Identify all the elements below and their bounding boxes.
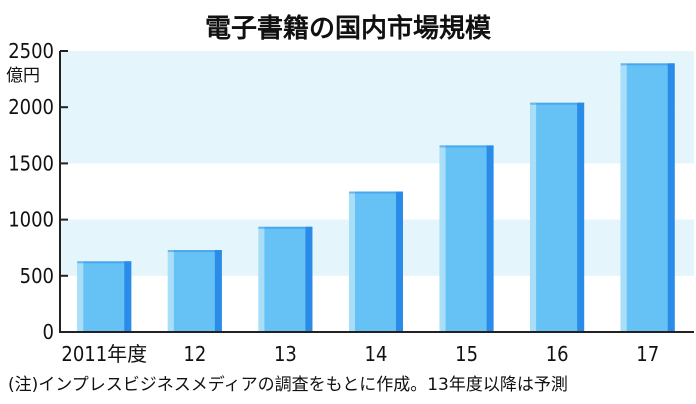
bar-shade (214, 250, 222, 332)
bar-1: 12 (167, 250, 222, 366)
bar-highlight (77, 261, 84, 332)
bar-highlight (530, 102, 537, 332)
bars: 2011年度 12 13 14 15 16 17 (61, 63, 675, 366)
x-tick-label: 13 (274, 342, 297, 366)
bar-top-edge (620, 63, 675, 66)
y-axis-unit-label: 億円 (6, 66, 40, 86)
bar-body (620, 63, 675, 332)
y-tick-label: 1000 (8, 208, 54, 232)
y-tick-label: 500 (20, 264, 54, 288)
bar-body (77, 261, 132, 332)
bar-top-edge (349, 191, 403, 194)
bar-5: 16 (530, 102, 585, 366)
bar-body (530, 102, 585, 332)
bar-top-edge (167, 250, 222, 253)
bar-6: 17 (620, 63, 675, 366)
y-tick-label: 0 (43, 320, 54, 344)
bar-shade (577, 102, 585, 332)
bar-highlight (620, 63, 627, 332)
y-tick-label: 1500 (8, 151, 54, 175)
bar-body (167, 250, 222, 332)
grid-band (60, 51, 694, 108)
chart-title: 電子書籍の国内市場規模 (205, 13, 492, 44)
bar-4: 15 (439, 145, 494, 366)
bar-highlight (439, 145, 446, 332)
bar-highlight (349, 191, 355, 332)
bar-top-edge (77, 261, 132, 264)
bar-top-edge (530, 102, 585, 105)
bar-shade (486, 145, 494, 332)
x-tick-label: 15 (455, 342, 478, 366)
bar-shade (396, 191, 403, 332)
bar-3: 14 (349, 191, 403, 366)
grid-band (60, 107, 694, 164)
bar-shade (305, 226, 313, 332)
x-tick-label: 17 (636, 342, 659, 366)
bar-highlight (258, 226, 265, 332)
y-tick-label: 2000 (8, 95, 54, 119)
bar-shade (124, 261, 132, 332)
bar-top-edge (439, 145, 494, 148)
x-tick-label: 2011年度 (61, 342, 147, 366)
bar-2: 13 (258, 226, 313, 366)
x-tick-label: 14 (365, 342, 388, 366)
bar-shade (667, 63, 675, 332)
footnote: (注)インプレスビジネスメディアの調査をもとに作成。13年度以降は予測 (8, 374, 568, 395)
bar-0: 2011年度 (61, 261, 147, 366)
bar-top-edge (258, 226, 313, 229)
bar-highlight (167, 250, 174, 332)
x-tick-label: 12 (183, 342, 206, 366)
bar-body (258, 226, 313, 332)
y-tick-label: 2500 (8, 39, 54, 63)
bar-body (349, 191, 403, 332)
bar-body (439, 145, 494, 332)
axes: 0 500 1000 1500 2000 2500 (8, 39, 694, 344)
x-tick-label: 16 (546, 342, 569, 366)
